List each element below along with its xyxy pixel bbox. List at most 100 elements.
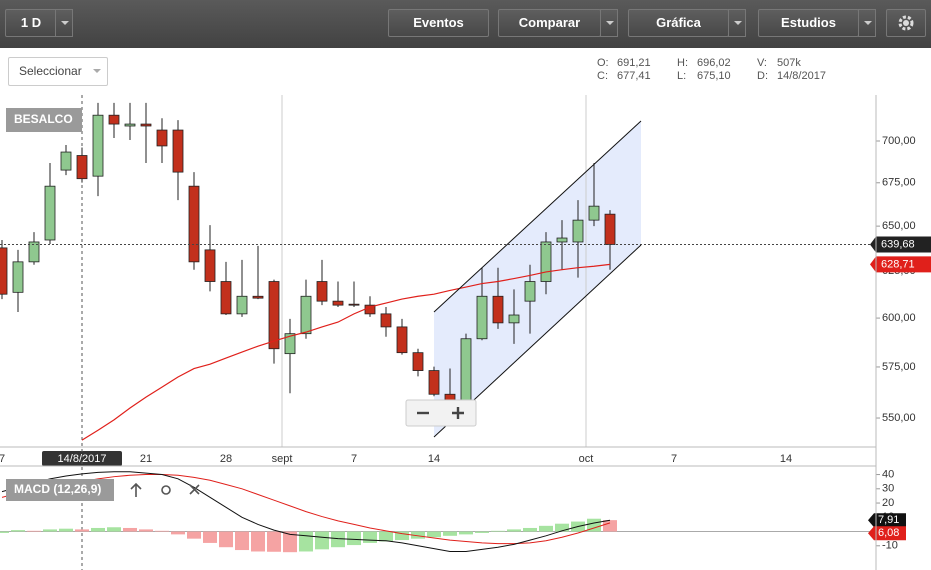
zoom-controls[interactable] — [405, 399, 477, 427]
x-tick-label: 14 — [780, 453, 792, 465]
quote-label: O: — [597, 57, 609, 69]
histogram-bar — [203, 531, 217, 543]
x-tick-label: oct — [579, 453, 594, 465]
y-tick-label: 40 — [882, 468, 894, 480]
candle-body — [236, 295, 248, 315]
candle-body — [0, 247, 8, 295]
quote-label: V: — [757, 57, 767, 69]
close-icon[interactable] — [189, 484, 200, 495]
histogram-bar — [43, 529, 57, 532]
candle-body — [460, 338, 472, 401]
histogram-bar — [523, 527, 537, 532]
histogram-bar — [59, 528, 73, 532]
symbol-label-bg — [6, 108, 82, 132]
chart-button[interactable]: Gráfica — [628, 9, 729, 37]
last-price-label-bg — [870, 236, 931, 253]
histogram-bar — [235, 531, 249, 551]
crosshair-label-bg — [42, 451, 122, 466]
candle-body — [220, 281, 232, 315]
y-tick-label: 550,00 — [882, 412, 916, 424]
candle-body — [140, 123, 152, 127]
candle-body — [348, 303, 360, 306]
candle-body — [60, 151, 72, 171]
toolbar: 1 D Eventos Comparar Gráfica Estudios — [0, 0, 931, 48]
signal-last-label: 6,08 — [878, 527, 899, 539]
histogram-bar — [0, 531, 9, 533]
histogram-bar — [603, 520, 617, 532]
histogram-bar — [459, 531, 473, 535]
histogram-bar — [171, 531, 185, 535]
histogram-bar — [139, 529, 153, 532]
x-tick-label: 14 — [428, 453, 440, 465]
candle-body — [476, 295, 488, 340]
channel-line — [433, 120, 642, 313]
histogram-bar — [411, 531, 425, 539]
quote-value: 675,10 — [697, 70, 731, 82]
x-tick-label: 7 — [351, 453, 357, 465]
histogram-bar — [427, 531, 441, 538]
candle-body — [588, 205, 600, 221]
histogram-bar — [379, 531, 393, 542]
histogram-bar — [251, 531, 265, 552]
candle-body — [12, 261, 24, 293]
symbol-label: BESALCO — [14, 112, 73, 126]
candle-body — [556, 237, 568, 243]
candle-body — [380, 313, 392, 328]
quote-value: 696,02 — [697, 57, 731, 69]
dropdown-caret[interactable] — [858, 9, 876, 37]
settings-button[interactable] — [886, 9, 926, 37]
signal-last-label-bg — [868, 526, 906, 541]
histogram-bar — [395, 531, 409, 541]
dropdown-caret[interactable] — [55, 9, 73, 37]
events-button[interactable]: Eventos — [388, 9, 489, 37]
candle-body — [572, 219, 584, 243]
settings-icon[interactable] — [161, 485, 171, 495]
zoom-in[interactable] — [452, 407, 464, 419]
candle-body — [316, 281, 328, 302]
histogram-bar — [491, 530, 505, 532]
moving-average-line — [81, 263, 611, 441]
quote-value: 507k — [777, 57, 801, 69]
quote-value: 14/8/2017 — [777, 70, 826, 82]
study-icons[interactable] — [130, 482, 200, 497]
interval-button[interactable]: 1 D — [5, 9, 57, 37]
candle-body — [204, 249, 216, 282]
y-tick-label: 575,00 — [882, 361, 916, 373]
histogram-bar — [27, 530, 41, 532]
histogram-bar — [267, 531, 281, 552]
candle-body — [540, 241, 552, 282]
candle-body — [300, 295, 312, 335]
candle-body — [428, 370, 440, 395]
histogram-bar — [331, 531, 345, 548]
histogram-bar — [107, 527, 121, 532]
macd-last-label-bg — [868, 513, 906, 528]
candle-body — [444, 393, 456, 401]
histogram-bar — [123, 527, 137, 532]
histogram-bar — [363, 531, 377, 543]
studies-button[interactable]: Estudios — [758, 9, 859, 37]
candle-body — [268, 281, 280, 350]
candle-body — [524, 281, 536, 302]
compare-button[interactable]: Comparar — [498, 9, 601, 37]
x-tick-label: 28 — [220, 453, 232, 465]
move-up-icon[interactable] — [130, 482, 142, 497]
y-tick-label: -10 — [882, 540, 898, 552]
last-price-label: 639,68 — [881, 238, 915, 250]
quote-value: 677,41 — [617, 70, 651, 82]
macd-line — [1, 471, 611, 552]
histogram-bar — [75, 529, 89, 532]
histogram-bar — [187, 531, 201, 539]
dropdown-caret[interactable] — [600, 9, 618, 37]
candle-body — [44, 185, 56, 241]
study-label-bg — [6, 479, 114, 501]
study-label: MACD (12,26,9) — [14, 482, 101, 496]
histogram-bar — [539, 525, 553, 532]
y-tick-label: 600,00 — [882, 312, 916, 324]
candle-body — [508, 314, 520, 324]
select-dropdown[interactable]: Seleccionar — [8, 57, 108, 86]
x-tick-label: sept — [272, 453, 293, 465]
candle-body — [604, 213, 616, 245]
dropdown-caret[interactable] — [728, 9, 746, 37]
quote-label: C: — [597, 70, 608, 82]
